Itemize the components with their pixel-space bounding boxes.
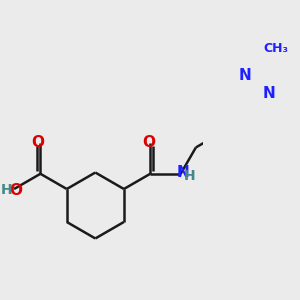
Text: O: O (142, 135, 155, 150)
Text: O: O (9, 183, 22, 198)
Text: CH₃: CH₃ (263, 42, 288, 56)
Text: H: H (184, 169, 195, 183)
Text: N: N (263, 86, 276, 101)
Text: O: O (32, 135, 44, 150)
Text: H: H (1, 183, 12, 197)
Text: N: N (239, 68, 252, 83)
Text: N: N (177, 165, 190, 180)
